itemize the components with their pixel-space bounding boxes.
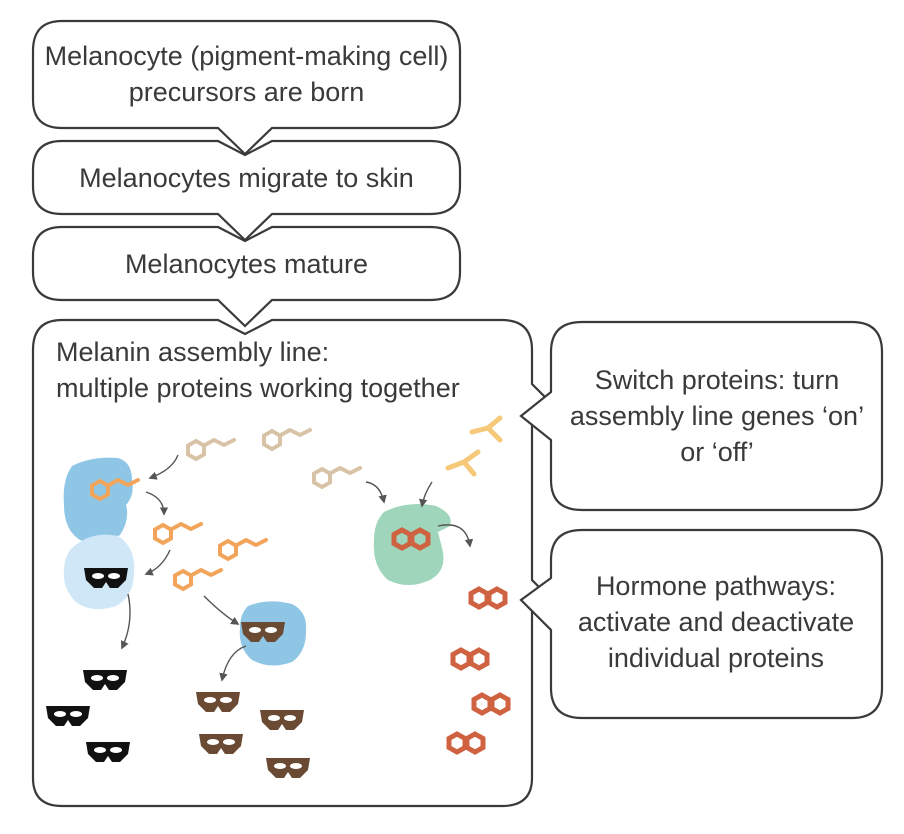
pathway-arrow: [437, 524, 474, 548]
step1-box: [31, 19, 462, 156]
assembly-line-box: [31, 318, 550, 808]
mask-hole: [207, 739, 219, 745]
pathway-arrow: [203, 595, 240, 625]
switch-proteins-label: Switch proteins: turn assembly line gene…: [569, 365, 865, 467]
pathway-arrow: [219, 645, 247, 682]
mask-hole: [249, 627, 261, 633]
step1-label: Melanocyte (pigment-making cell) precurs…: [44, 41, 449, 107]
mask-hole: [91, 675, 103, 681]
mask-hole: [284, 715, 296, 721]
mask-hole: [107, 675, 119, 681]
pathway-arrow: [144, 549, 171, 576]
switch-protein-shapes: [445, 415, 503, 477]
step2-box: [31, 139, 462, 242]
black-melanin-holes: [54, 573, 122, 753]
brown-melanin-holes: [204, 627, 302, 769]
mask-hole: [223, 739, 235, 745]
pathway-arrows: [121, 454, 474, 682]
step3-box: [31, 225, 462, 328]
mask-hole: [204, 697, 216, 703]
pathway-arrow: [148, 454, 179, 480]
mask-hole: [290, 763, 302, 769]
hormone-pathways-callout: [519, 528, 884, 720]
pathway-arrow: [418, 481, 433, 508]
pathway-arrow: [365, 481, 387, 504]
switch-proteins-callout: [519, 320, 884, 512]
blue-enzyme-1: [63, 457, 133, 544]
pathway-arrow: [121, 593, 131, 650]
pathway-arrow: [145, 491, 169, 516]
assembly-line-title-line2: multiple proteins working together: [56, 373, 460, 403]
mask-hole: [110, 747, 122, 753]
mask-hole: [268, 715, 280, 721]
assembly-line-title: Melanin assembly line: multiple proteins…: [56, 334, 526, 406]
mask-hole: [220, 697, 232, 703]
switch-protein-shape: [461, 459, 477, 477]
assembly-line-title-line1: Melanin assembly line:: [56, 337, 330, 367]
mask-hole: [265, 627, 277, 633]
hormone-pathways-label: Hormone pathways: activate and deactivat…: [577, 571, 855, 673]
mask-hole: [274, 763, 286, 769]
mask-hole: [70, 711, 82, 717]
switch-protein-shape: [485, 425, 503, 443]
mask-hole: [92, 573, 104, 579]
mask-hole: [54, 711, 66, 717]
mask-hole: [108, 573, 120, 579]
mask-hole: [94, 747, 106, 753]
step2-label: Melanocytes migrate to skin: [79, 163, 414, 193]
step3-label: Melanocytes mature: [124, 249, 369, 279]
